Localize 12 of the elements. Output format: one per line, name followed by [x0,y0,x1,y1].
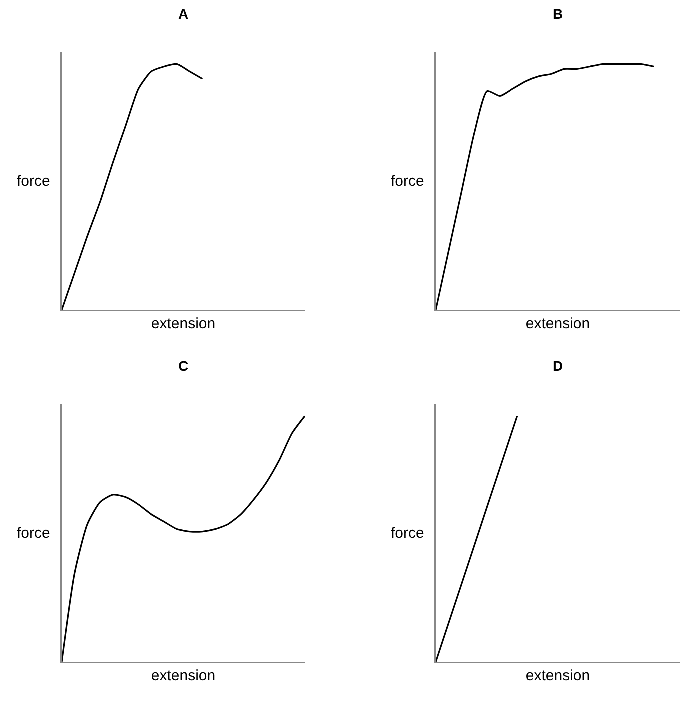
y-axis-title: force [391,173,424,190]
x-axis-title: extension [151,315,216,332]
chart-title: C [178,358,189,374]
y-axis-title: force [17,525,50,542]
x-axis-title: extension [151,667,216,684]
chart-title: D [552,358,564,374]
x-axis-title: extension [526,315,590,332]
y-axis-title: force [17,173,50,190]
x-axis-title: extension [526,667,590,684]
y-axis-title: force [391,525,424,542]
chart-title: B [552,6,564,22]
chart-title: A [178,6,189,22]
